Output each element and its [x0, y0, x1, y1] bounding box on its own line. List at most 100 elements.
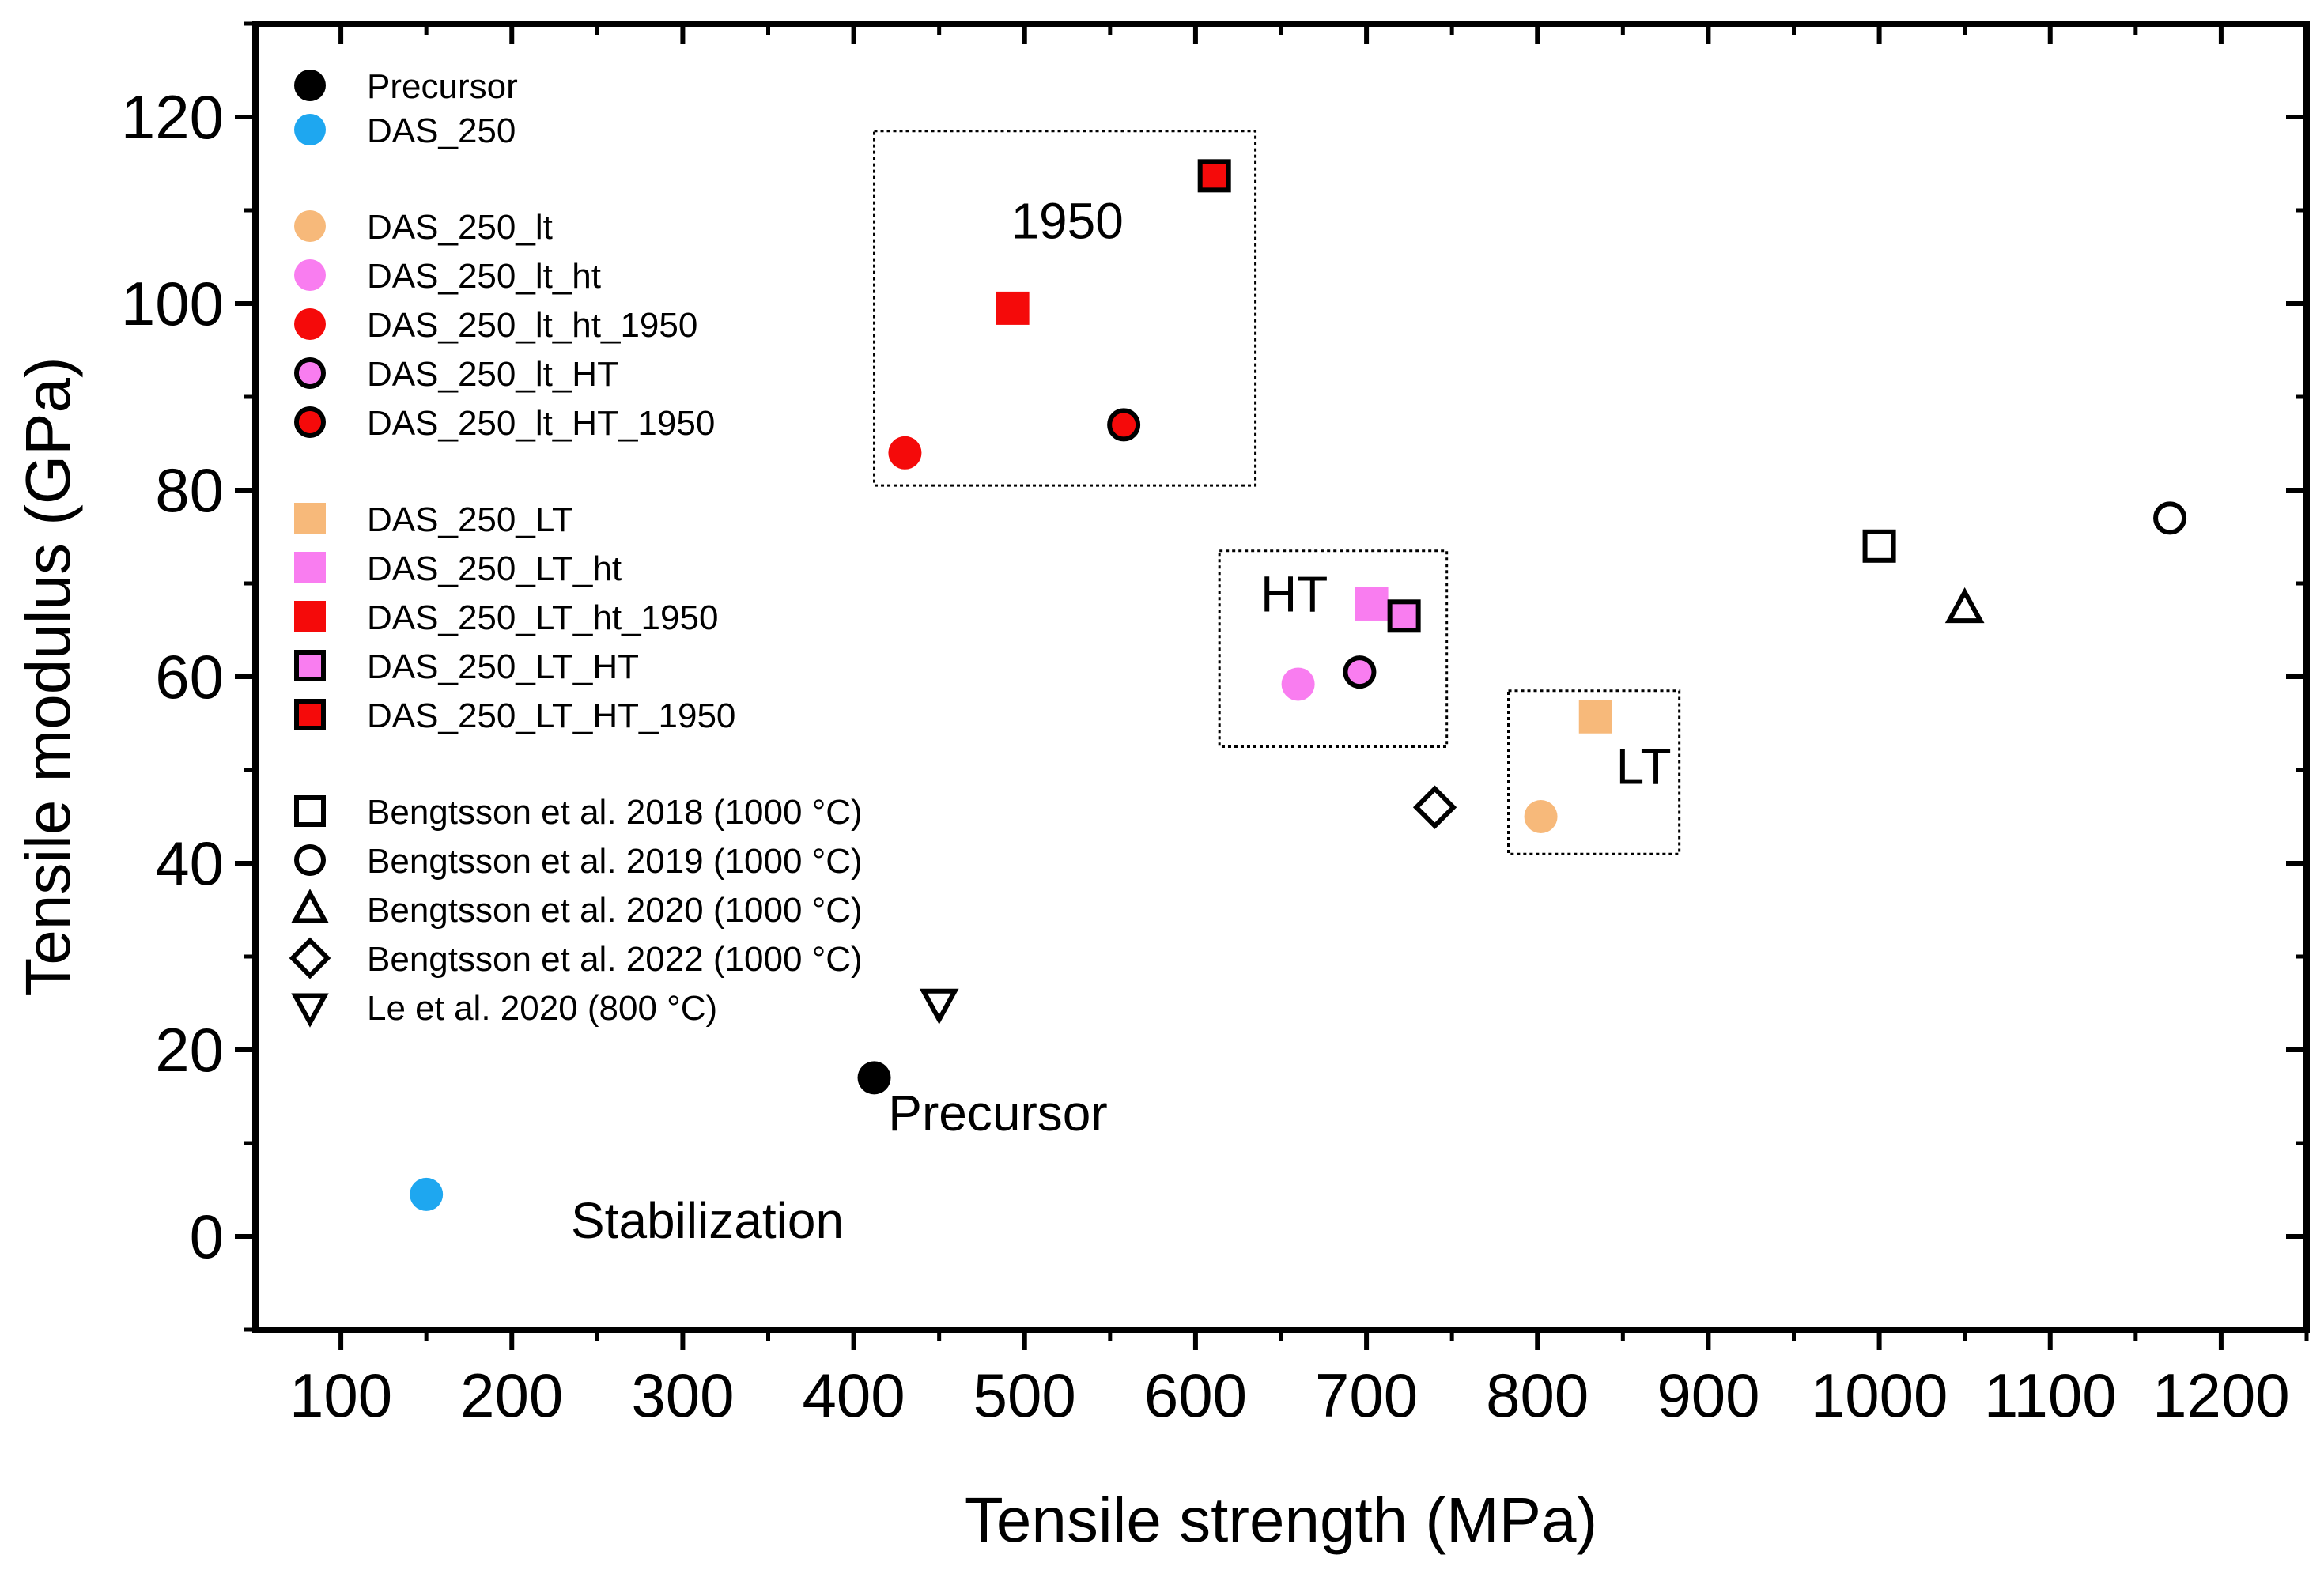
plot-area-frame [252, 21, 2310, 1333]
legend-label: DAS_250_LT_ht_1950 [367, 598, 718, 637]
legend-item: DAS_250_LT [294, 500, 573, 539]
legend-label: Precursor [367, 67, 518, 106]
legend-label: DAS_250_LT_HT [367, 647, 639, 686]
legend-label: DAS_250_LT_HT_1950 [367, 696, 735, 735]
legend-label: DAS_250_lt_ht_1950 [367, 306, 697, 345]
legend-item: Precursor [294, 67, 518, 106]
x-tick-label: 1200 [2152, 1361, 2290, 1430]
legend-label: DAS_250_lt [367, 208, 553, 247]
legend-marker [294, 406, 326, 438]
legend-marker [294, 699, 326, 730]
x-axis-label: Tensile strength (MPa) [965, 1485, 1597, 1555]
legend-marker [291, 993, 329, 1028]
group-box-label-1950: 1950 [1011, 192, 1123, 249]
x-tick-label: 700 [1315, 1361, 1418, 1430]
data-point [1944, 587, 1985, 624]
legend-marker [294, 210, 326, 242]
data-point [2153, 501, 2187, 535]
y-tick-label: 60 [155, 642, 224, 711]
group-box-label-ht: HT [1260, 565, 1328, 622]
legend-item: Bengtsson et al. 2019 (1000 °C) [294, 842, 863, 881]
legend-item: DAS_250_lt_ht [294, 257, 601, 296]
data-point [410, 1177, 444, 1211]
y-tick-label: 120 [121, 82, 224, 152]
data-point [1355, 587, 1389, 621]
x-tick-label: 400 [803, 1361, 905, 1430]
group-box-label-lt: LT [1616, 738, 1672, 795]
legend-label: Bengtsson et al. 2019 (1000 °C) [367, 842, 863, 881]
data-point [1862, 529, 1896, 563]
legend-item: DAS_250 [294, 111, 516, 150]
x-tick-label: 900 [1657, 1361, 1759, 1430]
x-tick-label: 800 [1486, 1361, 1589, 1430]
legend-marker [294, 114, 326, 145]
group-box-ht [1218, 549, 1449, 749]
y-axis-label: Tensile modulus (GPa) [13, 357, 83, 996]
data-point [996, 291, 1030, 325]
y-tick-label: 0 [190, 1202, 224, 1271]
data-point [1524, 800, 1558, 833]
data-point [1343, 655, 1377, 689]
legend-item: Bengtsson et al. 2020 (1000 °C) [291, 889, 863, 930]
x-tick-label: 1000 [1811, 1361, 1948, 1430]
legend-marker [294, 601, 326, 632]
legend-item: DAS_250_LT_ht_1950 [294, 598, 718, 637]
x-tick-label: 200 [460, 1361, 563, 1430]
data-point [1197, 159, 1231, 193]
y-tick-label: 40 [155, 828, 224, 898]
legend-label: DAS_250_lt_HT [367, 355, 618, 394]
x-tick-label: 300 [631, 1361, 734, 1430]
legend-item: DAS_250_lt_HT [294, 355, 618, 394]
legend-marker [294, 357, 326, 389]
x-tick-label: 100 [289, 1361, 392, 1430]
group-boxes: 1950 HT LT [873, 130, 1681, 855]
legend-label: Le et al. 2020 (800 °C) [367, 989, 717, 1028]
annotation-label: Stabilization [571, 1192, 844, 1249]
legend-label: DAS_250_lt_ht [367, 257, 601, 296]
y-tick-label: 20 [155, 1015, 224, 1085]
data-points [410, 159, 2187, 1211]
data-point [857, 1061, 891, 1095]
data-point [1107, 408, 1141, 442]
x-tick-label: 600 [1144, 1361, 1247, 1430]
legend-label: Bengtsson et al. 2022 (1000 °C) [367, 940, 863, 979]
legend-marker [294, 552, 326, 583]
data-point [919, 988, 959, 1025]
legend-item: DAS_250_lt_HT_1950 [294, 404, 715, 443]
legend-marker [294, 795, 326, 827]
legend-item: Bengtsson et al. 2022 (1000 °C) [289, 937, 863, 979]
legend-label: Bengtsson et al. 2018 (1000 °C) [367, 793, 863, 832]
data-point [1412, 785, 1457, 829]
legend-label: DAS_250_LT [367, 500, 573, 539]
group-box-lt [1507, 689, 1681, 855]
x-tick-label: 500 [973, 1361, 1076, 1430]
legend-label: Bengtsson et al. 2020 (1000 °C) [367, 891, 863, 930]
group-box-1950 [873, 130, 1257, 487]
legend-marker [289, 937, 331, 979]
legend-marker [294, 844, 326, 876]
data-point [1578, 700, 1612, 734]
data-point [1281, 667, 1315, 701]
legend-item: DAS_250_lt [294, 208, 553, 247]
legend-item: DAS_250_LT_HT_1950 [294, 696, 735, 735]
legend-item: DAS_250_LT_HT [294, 647, 639, 686]
annotation-label: Precursor [888, 1085, 1107, 1142]
legend-marker [294, 308, 326, 340]
y-tick-label: 80 [155, 455, 224, 525]
x-tick-label: 1100 [1984, 1361, 2117, 1430]
annotations: Precursor Stabilization [571, 1085, 1108, 1249]
legend-item: DAS_250_LT_ht [294, 549, 622, 588]
legend-marker [294, 503, 326, 534]
axis-ticks: 100 200 300 400 500 600 700 800 900 1000 1100 1200 0… [121, 21, 2309, 1430]
legend-label: DAS_250_lt_HT_1950 [367, 404, 715, 443]
legend-marker [294, 650, 326, 681]
data-point [1387, 599, 1421, 633]
legend-marker [291, 889, 329, 923]
legend: Precursor DAS_250 DAS_250_lt DAS_250_lt_ht D… [289, 67, 863, 1028]
legend-item: Le et al. 2020 (800 °C) [291, 989, 717, 1028]
data-point [888, 436, 922, 470]
legend-item: Bengtsson et al. 2018 (1000 °C) [294, 793, 863, 832]
legend-marker [294, 70, 326, 101]
